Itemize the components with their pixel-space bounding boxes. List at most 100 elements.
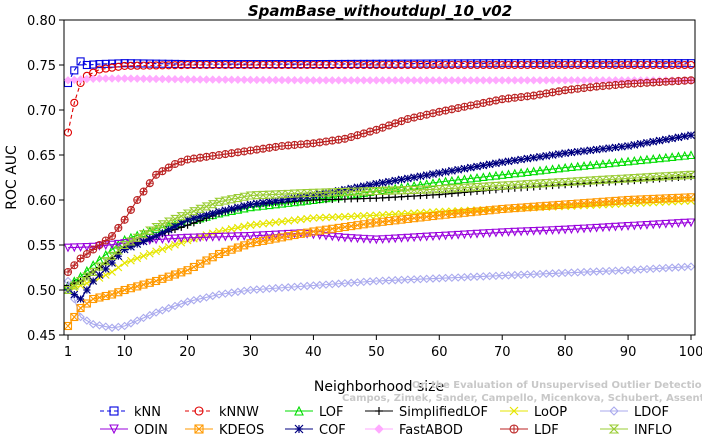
data-point [661, 135, 670, 144]
data-point [245, 191, 256, 200]
data-point [182, 209, 193, 218]
data-point [347, 212, 356, 221]
x-tick-label: 60 [431, 345, 448, 360]
data-point [265, 144, 273, 152]
data-point [460, 174, 469, 184]
data-point [409, 76, 419, 85]
data-point [184, 156, 192, 163]
data-point [384, 234, 394, 244]
data-point [334, 60, 343, 70]
data-point [69, 281, 80, 290]
data-point [253, 146, 261, 154]
x-tick-label: 20 [179, 345, 196, 360]
data-point [510, 168, 520, 178]
data-point [479, 60, 488, 70]
data-point [82, 74, 92, 84]
data-point [528, 179, 539, 188]
data-point [616, 174, 627, 183]
data-point [296, 189, 306, 198]
data-point [377, 186, 388, 195]
data-point [504, 169, 513, 179]
data-point [523, 60, 532, 70]
data-point [460, 188, 468, 196]
data-point [145, 249, 154, 258]
legend-item-ldof: LDOF [600, 405, 669, 420]
legend-item-simplifiedlof: SimplifiedLOF [365, 405, 488, 420]
data-point [101, 59, 110, 68]
data-point [529, 166, 539, 176]
data-point [522, 227, 532, 237]
data-point [164, 61, 173, 70]
data-point [152, 171, 160, 179]
data-point [429, 170, 437, 179]
data-point [661, 219, 671, 229]
data-point [372, 126, 380, 134]
data-point [472, 172, 482, 182]
data-point [296, 76, 306, 85]
data-point [322, 138, 330, 145]
data-point [573, 268, 583, 277]
data-point [272, 143, 280, 151]
data-point [302, 281, 312, 291]
data-point [327, 188, 338, 197]
data-point [163, 217, 174, 226]
data-point [303, 60, 312, 70]
x-tick-label: 1 [64, 345, 72, 360]
data-point [372, 76, 381, 85]
data-point [686, 170, 696, 179]
data-point [579, 160, 589, 170]
data-point [655, 220, 664, 230]
data-point [428, 76, 438, 85]
y-tick-label: 0.75 [27, 59, 56, 74]
data-point [246, 200, 255, 209]
data-point [366, 194, 374, 202]
series-inflo [63, 170, 696, 295]
data-point [434, 231, 444, 241]
data-point [686, 262, 696, 271]
data-point [315, 231, 325, 240]
data-point [346, 278, 356, 288]
data-point [221, 206, 230, 215]
data-point [264, 190, 275, 199]
data-point [617, 142, 626, 151]
data-point [428, 185, 438, 194]
data-point [88, 267, 98, 277]
data-point [592, 267, 601, 276]
data-point [630, 265, 639, 275]
data-point [258, 190, 268, 200]
data-point [63, 276, 73, 286]
axes: 0.45 0.50 0.55 0.60 0.65 0.70 0.75 0.80 1 10 20 30 4… [27, 14, 702, 360]
legend-item-odin: ODIN [100, 423, 168, 434]
data-point [177, 75, 186, 84]
data-point [447, 231, 457, 241]
data-point [271, 218, 280, 227]
data-point [535, 269, 545, 279]
data-point [491, 271, 501, 281]
data-point [604, 158, 614, 168]
data-point [643, 138, 651, 147]
data-point [82, 272, 92, 281]
data-point [258, 201, 268, 210]
data-point [586, 60, 595, 70]
data-point [158, 167, 166, 175]
data-point [202, 211, 211, 219]
data-point [101, 271, 110, 279]
data-point [252, 199, 261, 208]
legend-marker [294, 405, 304, 416]
data-point [290, 197, 299, 207]
data-point [359, 182, 368, 191]
data-point [101, 74, 110, 83]
data-point [416, 60, 425, 70]
data-point [315, 213, 324, 222]
data-point [101, 322, 111, 331]
data-point [308, 188, 319, 197]
data-point [120, 61, 129, 70]
data-point [454, 60, 463, 70]
legend-marker [509, 406, 519, 416]
plot-area [63, 57, 696, 333]
data-point [624, 142, 632, 150]
data-point [680, 262, 689, 272]
legend-item-loop: LoOP [500, 405, 567, 420]
data-point [403, 76, 413, 85]
data-point [680, 60, 689, 70]
